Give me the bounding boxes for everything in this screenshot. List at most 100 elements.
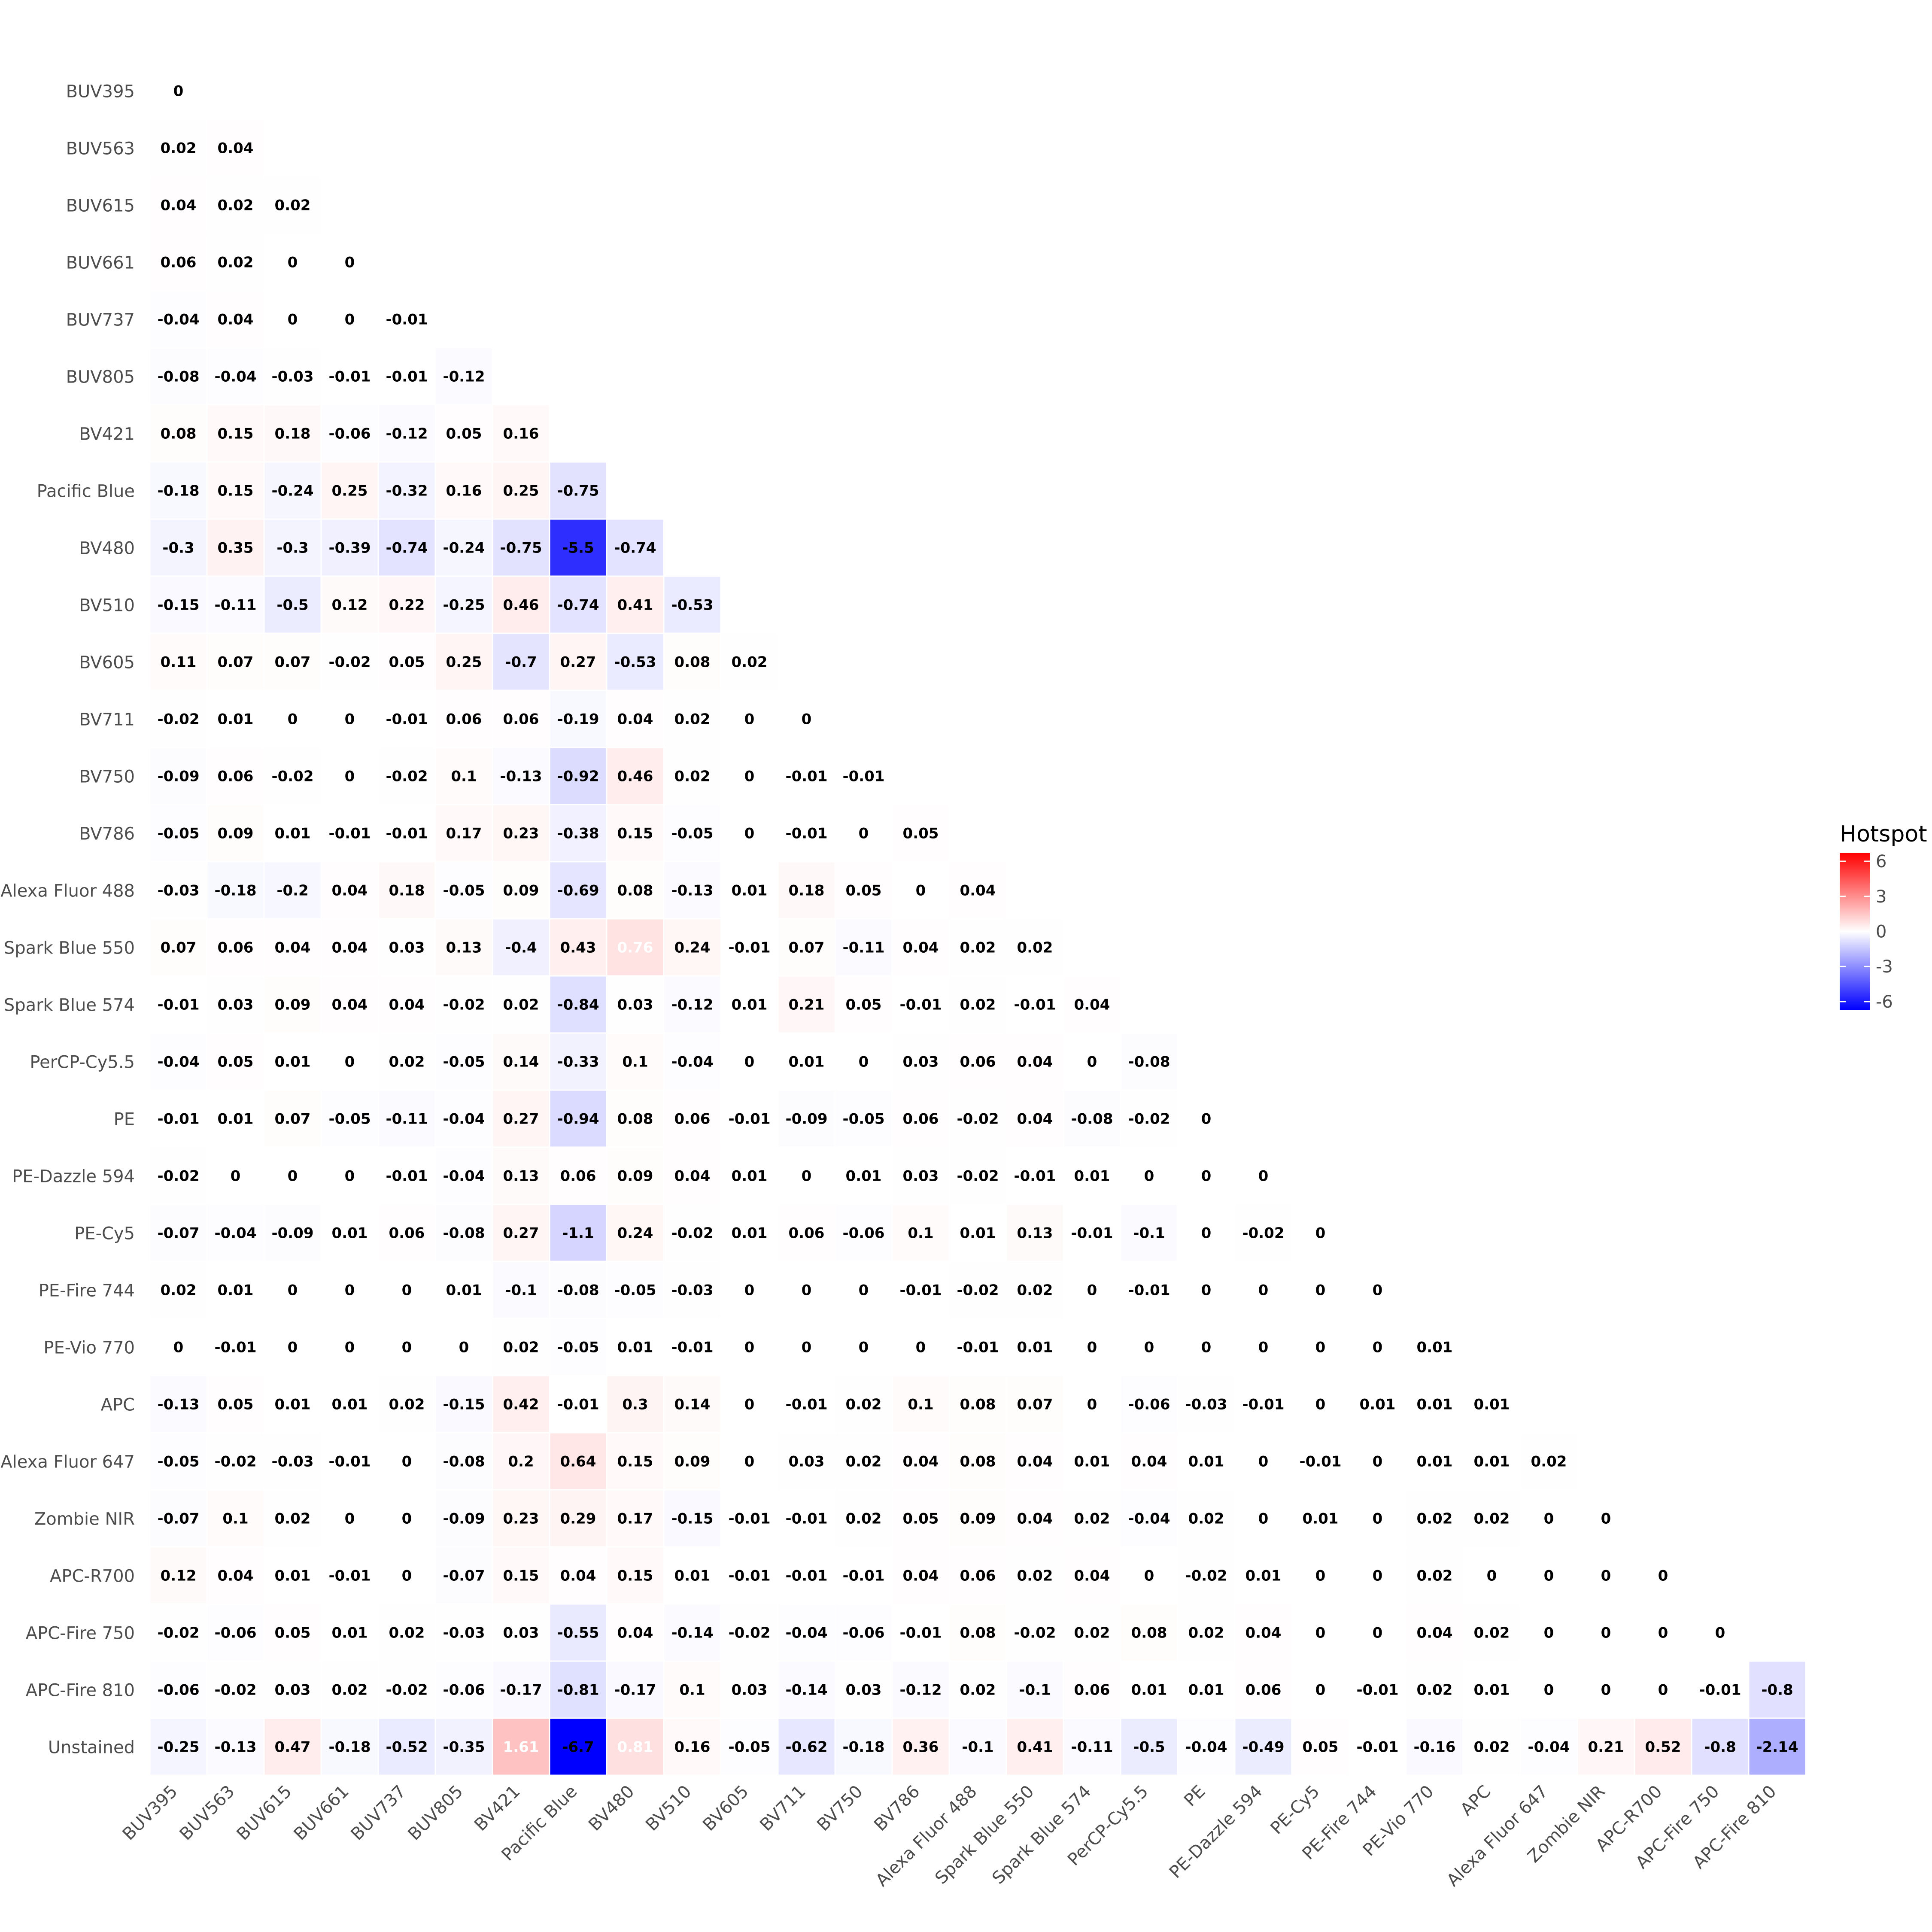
heatmap-cell	[150, 177, 207, 233]
heatmap-cell	[493, 1205, 549, 1261]
x-tick-label: Alexa Fluor 488	[872, 1782, 981, 1891]
cell-value-label: 0.06	[903, 1111, 939, 1128]
cell-value-label: 0.23	[503, 825, 539, 842]
cell-value-label: -0.01	[786, 1396, 828, 1413]
cell-value-label: 0.01	[732, 1225, 768, 1242]
heatmap-cell	[150, 120, 207, 176]
heatmap-cell	[664, 634, 720, 690]
cell-value-label: 0	[1315, 1396, 1326, 1413]
heatmap-cell	[264, 634, 321, 690]
cell-value-label: 0	[1373, 1510, 1383, 1528]
heatmap-cell	[664, 691, 720, 747]
cell-value-label: 0	[744, 1282, 755, 1299]
heatmap-cell	[379, 291, 435, 347]
heatmap-cell	[1007, 976, 1063, 1033]
heatmap-cell	[721, 1033, 778, 1090]
heatmap-cell	[1692, 1662, 1748, 1718]
heatmap-cell	[379, 1091, 435, 1147]
heatmap-cell	[436, 1376, 492, 1432]
heatmap-cell	[664, 1091, 720, 1147]
cell-value-label: 0	[288, 1282, 298, 1299]
cell-value-label: 0.05	[389, 654, 425, 671]
cell-value-label: -0.03	[272, 368, 314, 386]
heatmap-cell	[607, 1091, 663, 1147]
heatmap-cell	[550, 1547, 606, 1604]
heatmap-cell	[835, 748, 892, 804]
cell-value-label: 0.08	[1131, 1625, 1167, 1642]
heatmap-cell	[893, 1205, 949, 1261]
cell-value-label: 0.46	[617, 768, 653, 785]
heatmap-cell	[1292, 1433, 1349, 1489]
heatmap-cell	[493, 1033, 549, 1090]
heatmap-cell	[1406, 1376, 1463, 1432]
cell-value-label: -0.01	[329, 368, 371, 386]
cell-value-label: 0.16	[674, 1739, 711, 1756]
cell-value-label: -0.75	[557, 483, 599, 500]
cell-value-label: 0.13	[446, 939, 482, 957]
cell-value-label: -0.11	[1071, 1739, 1113, 1756]
x-tick-label: APC	[1457, 1782, 1495, 1820]
cell-value-label: 0.08	[674, 654, 711, 671]
cell-value-label: -2.14	[1756, 1739, 1798, 1756]
y-tick-label: BUV737	[66, 310, 135, 330]
heatmap-cell	[550, 1719, 606, 1775]
heatmap-cell	[264, 1433, 321, 1489]
cell-value-label: -0.11	[386, 1111, 428, 1128]
cell-value-label: -0.11	[843, 939, 885, 957]
heatmap-cell	[436, 976, 492, 1033]
y-tick-label: APC-Fire 750	[26, 1624, 135, 1643]
heatmap-cell	[1121, 1662, 1177, 1718]
cell-value-label: -0.17	[500, 1682, 542, 1699]
heatmap-cell	[607, 1376, 663, 1432]
cell-value-label: 0.04	[1017, 1453, 1053, 1470]
cell-value-label: -0.01	[671, 1339, 714, 1356]
cell-value-label: -0.08	[443, 1453, 485, 1470]
cell-value-label: -0.02	[329, 654, 371, 671]
cell-value-label: 0.03	[275, 1682, 311, 1699]
heatmap-cell	[664, 805, 720, 861]
cell-value-label: -6.7	[562, 1739, 594, 1756]
cell-value-label: -0.02	[215, 1682, 257, 1699]
cell-value-label: -0.35	[443, 1739, 485, 1756]
cell-value-label: 0.41	[1017, 1739, 1053, 1756]
heatmap-cell	[893, 1319, 949, 1375]
heatmap-cell	[607, 862, 663, 918]
cell-value-label: -0.13	[500, 768, 542, 785]
cell-value-label: 0.07	[275, 654, 311, 671]
heatmap-cell	[721, 748, 778, 804]
heatmap-cell	[322, 1376, 378, 1432]
heatmap-cell	[493, 919, 549, 975]
heatmap-cell	[1235, 1148, 1291, 1204]
cell-value-label: -0.08	[557, 1282, 599, 1299]
cell-value-label: 0.06	[218, 768, 254, 785]
heatmap-cell	[778, 1148, 835, 1204]
legend-title: Hotspot	[1840, 821, 1927, 847]
cell-value-label: -0.05	[557, 1339, 599, 1356]
cell-value-label: 0	[288, 254, 298, 271]
cell-value-label: 0.18	[789, 882, 825, 899]
cell-value-label: 0	[859, 1282, 869, 1299]
heatmap-cell	[721, 1719, 778, 1775]
heatmap-cell	[322, 1719, 378, 1775]
heatmap-cell	[150, 234, 207, 290]
cell-value-label: 0	[744, 1396, 755, 1413]
heatmap-cell	[322, 748, 378, 804]
heatmap-cell	[893, 1033, 949, 1090]
heatmap-cell	[607, 1148, 663, 1204]
cell-value-label: 0	[1201, 1111, 1212, 1128]
cell-value-label: 0.02	[846, 1510, 882, 1528]
cell-value-label: 0	[1258, 1168, 1269, 1185]
heatmap-cell	[493, 1433, 549, 1489]
cell-value-label: 0.01	[218, 1282, 254, 1299]
cell-value-label: 0.01	[218, 1111, 254, 1128]
cell-value-label: -0.02	[386, 1682, 428, 1699]
cell-value-label: 0.29	[560, 1510, 596, 1528]
cell-value-label: 0	[802, 711, 812, 728]
y-tick-label: APC-Fire 810	[26, 1681, 135, 1701]
y-tick-label: BUV395	[66, 82, 135, 102]
heatmap-cell	[1349, 1319, 1406, 1375]
heatmap-cell	[322, 234, 378, 290]
cell-value-label: -0.69	[557, 882, 599, 899]
heatmap-cell	[264, 1490, 321, 1546]
cell-value-label: 0	[1373, 1339, 1383, 1356]
